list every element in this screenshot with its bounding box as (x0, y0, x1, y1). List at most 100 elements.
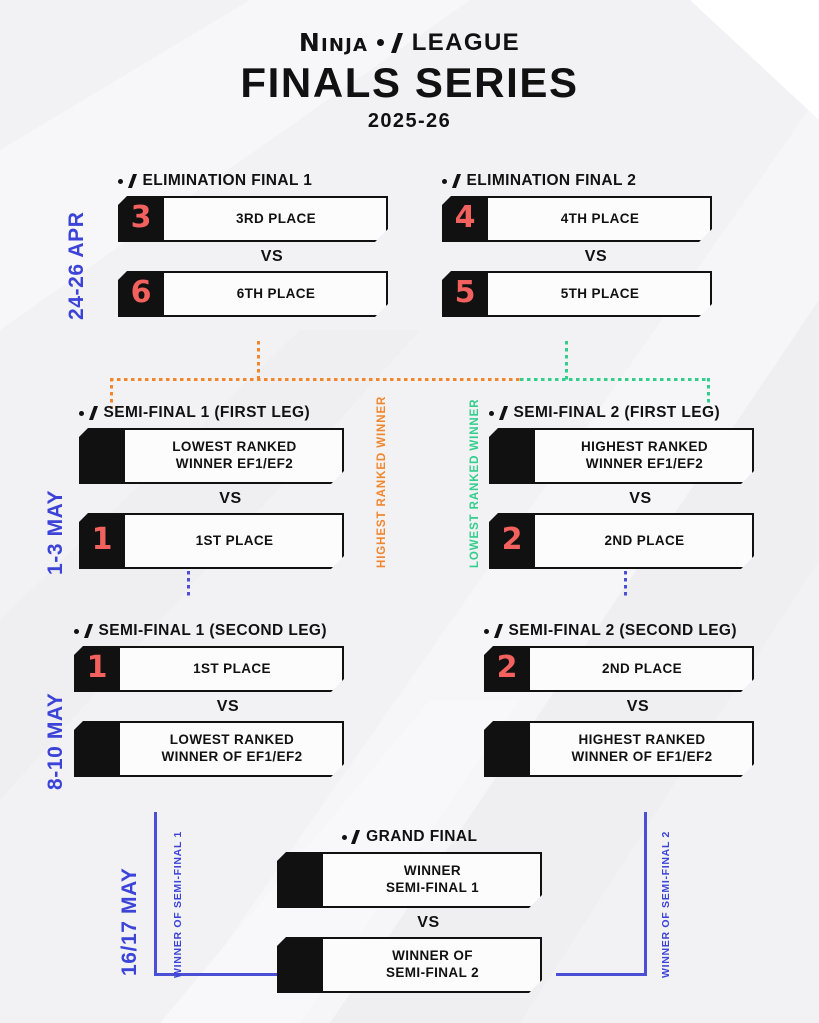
match-title-text: GRAND FINAL (366, 828, 478, 845)
brand-lockup: Ninja LEAGUE (0, 30, 819, 55)
team-box[interactable]: HIGHEST RANKED WINNER OF EF1/EF2 (522, 721, 754, 777)
vs-separator: VS (626, 698, 650, 715)
match-row-away[interactable]: LOWEST RANKED WINNER OF EF1/EF2 (74, 721, 344, 777)
vs-separator: VS (584, 248, 608, 265)
seed-number: 2 (496, 650, 518, 685)
page-header: Ninja LEAGUE FINALS SERIES 2025-26 (0, 0, 819, 133)
match-elimination-final-2: ELIMINATION FINAL 2 4 4TH PLACE VS 5 5TH… (442, 172, 712, 317)
seed-tab (484, 721, 530, 777)
team-label: 5TH PLACE (560, 285, 640, 301)
date-label-elimination-finals: 24-26 APR (65, 211, 88, 320)
match-row-away[interactable]: HIGHEST RANKED WINNER OF EF1/EF2 (484, 721, 754, 777)
team-label: 1ST PLACE (195, 532, 274, 548)
match-row-away[interactable]: 2 2ND PLACE (489, 513, 754, 569)
connector-sf2-to-gf-vertical (644, 812, 647, 976)
seed-tab (277, 852, 323, 908)
ninja-mark-icon (442, 174, 461, 188)
seed-number: 2 (501, 522, 523, 557)
match-row-home[interactable]: 2 2ND PLACE (484, 646, 754, 692)
seed-number: 6 (130, 275, 152, 310)
date-label-semi-final-second-leg: 8-10 MAY (44, 692, 67, 790)
connector-sf1-to-gf-vertical (154, 812, 157, 976)
match-title-text: SEMI-FINAL 2 (SECOND LEG) (508, 622, 737, 639)
seed-tab (74, 721, 120, 777)
seed-tab: 6 (118, 271, 164, 317)
team-box[interactable]: LOWEST RANKED WINNER OF EF1/EF2 (112, 721, 344, 777)
connector-sf1-leg-link (187, 571, 190, 599)
match-title-row: SEMI-FINAL 2 (SECOND LEG) (484, 622, 754, 640)
match-row-away[interactable]: WINNER OF SEMI-FINAL 2 (277, 937, 542, 993)
match-row-away[interactable]: 5 5TH PLACE (442, 271, 712, 317)
connector-ef1-across (110, 378, 520, 381)
ninja-mark-icon (118, 174, 137, 188)
match-title-row: ELIMINATION FINAL 1 (118, 172, 388, 190)
seed-number: 5 (454, 275, 476, 310)
team-box[interactable]: 6TH PLACE (156, 271, 388, 317)
match-grand-final: GRAND FINAL WINNER SEMI-FINAL 1 VS WINNE… (277, 828, 542, 993)
team-label: 3RD PLACE (235, 210, 317, 226)
match-row-home[interactable]: 1 1ST PLACE (74, 646, 344, 692)
team-label: HIGHEST RANKED WINNER OF EF1/EF2 (571, 732, 713, 764)
team-box[interactable]: LOWEST RANKED WINNER EF1/EF2 (117, 428, 344, 484)
seed-tab: 3 (118, 196, 164, 242)
seed-tab: 2 (489, 513, 535, 569)
match-row-home[interactable]: HIGHEST RANKED WINNER EF1/EF2 (489, 428, 754, 484)
match-row-home[interactable]: 3 3RD PLACE (118, 196, 388, 242)
seed-tab (79, 428, 125, 484)
date-label-semi-final-first-leg: 1-3 MAY (44, 489, 67, 575)
match-row-home[interactable]: WINNER SEMI-FINAL 1 (277, 852, 542, 908)
match-semi-final-1-first-leg: SEMI-FINAL 1 (FIRST LEG) LOWEST RANKED W… (79, 404, 344, 569)
match-title-row: SEMI-FINAL 2 (FIRST LEG) (489, 404, 754, 422)
seed-tab (489, 428, 535, 484)
connector-ef2-down (565, 341, 568, 380)
brand-name-league: LEAGUE (411, 28, 521, 56)
team-label: LOWEST RANKED WINNER EF1/EF2 (172, 439, 297, 471)
vs-separator: VS (216, 698, 240, 715)
label-winner-of-semi-final-1: WINNER OF SEMI-FINAL 1 (172, 830, 184, 978)
match-semi-final-1-second-leg: SEMI-FINAL 1 (SECOND LEG) 1 1ST PLACE VS… (74, 622, 344, 777)
team-label: 2ND PLACE (601, 660, 683, 676)
team-box[interactable]: 3RD PLACE (156, 196, 388, 242)
match-title-row: SEMI-FINAL 1 (FIRST LEG) (79, 404, 344, 422)
match-title-text: ELIMINATION FINAL 1 (142, 172, 313, 189)
team-box[interactable]: WINNER OF SEMI-FINAL 2 (315, 937, 542, 993)
ninja-mark-icon (484, 624, 503, 638)
team-box[interactable]: 2ND PLACE (522, 646, 754, 692)
match-row-home[interactable]: 4 4TH PLACE (442, 196, 712, 242)
team-label: 2ND PLACE (604, 532, 685, 548)
seed-tab: 4 (442, 196, 488, 242)
team-label: 6TH PLACE (236, 285, 316, 301)
seed-tab: 1 (79, 513, 125, 569)
match-row-away[interactable]: 1 1ST PLACE (79, 513, 344, 569)
team-label: 4TH PLACE (560, 210, 640, 226)
connector-sf2-to-gf-horizontal (556, 973, 647, 976)
team-box[interactable]: HIGHEST RANKED WINNER EF1/EF2 (527, 428, 754, 484)
match-row-home[interactable]: LOWEST RANKED WINNER EF1/EF2 (79, 428, 344, 484)
connector-ef2-across (520, 378, 710, 381)
seed-number: 1 (86, 650, 108, 685)
label-winner-of-semi-final-2: WINNER OF SEMI-FINAL 2 (660, 830, 672, 978)
match-row-away[interactable]: 6 6TH PLACE (118, 271, 388, 317)
seed-tab: 2 (484, 646, 530, 692)
match-title-text: SEMI-FINAL 2 (FIRST LEG) (513, 404, 721, 421)
team-box[interactable]: 1ST PLACE (112, 646, 344, 692)
team-box[interactable]: 2ND PLACE (527, 513, 754, 569)
team-label: HIGHEST RANKED WINNER EF1/EF2 (580, 439, 709, 471)
team-label: WINNER OF SEMI-FINAL 2 (385, 948, 480, 980)
date-label-grand-final: 16/17 MAY (118, 867, 141, 976)
team-box[interactable]: WINNER SEMI-FINAL 1 (315, 852, 542, 908)
vs-separator: VS (260, 248, 284, 265)
team-label: WINNER SEMI-FINAL 1 (385, 863, 480, 895)
match-elimination-final-1: ELIMINATION FINAL 1 3 3RD PLACE VS 6 6TH… (118, 172, 388, 317)
team-box[interactable]: 4TH PLACE (480, 196, 712, 242)
seed-tab: 1 (74, 646, 120, 692)
team-box[interactable]: 5TH PLACE (480, 271, 712, 317)
ninja-mark-icon (74, 624, 93, 638)
season-label: 2025-26 (367, 110, 452, 133)
team-box[interactable]: 1ST PLACE (117, 513, 344, 569)
seed-tab (277, 937, 323, 993)
ninja-mark-icon (341, 830, 361, 844)
match-semi-final-2-second-leg: SEMI-FINAL 2 (SECOND LEG) 2 2ND PLACE VS… (484, 622, 754, 777)
seed-number: 1 (91, 522, 113, 557)
seed-number: 3 (130, 200, 152, 235)
